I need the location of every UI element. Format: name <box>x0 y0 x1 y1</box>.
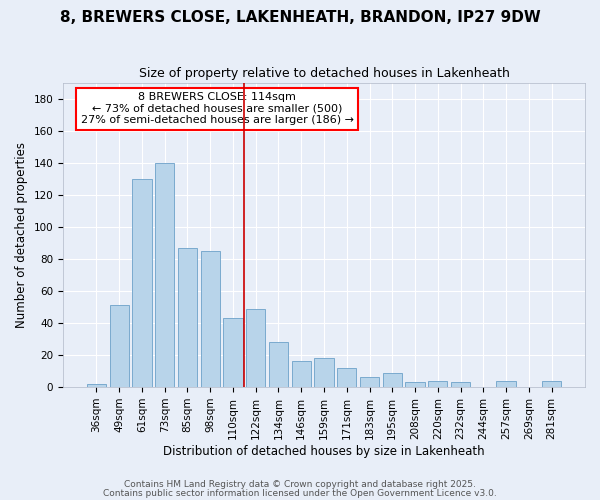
Bar <box>542 380 561 387</box>
Text: 8, BREWERS CLOSE, LAKENHEATH, BRANDON, IP27 9DW: 8, BREWERS CLOSE, LAKENHEATH, BRANDON, I… <box>59 10 541 25</box>
Title: Size of property relative to detached houses in Lakenheath: Size of property relative to detached ho… <box>139 68 509 80</box>
X-axis label: Distribution of detached houses by size in Lakenheath: Distribution of detached houses by size … <box>163 444 485 458</box>
Bar <box>451 382 470 387</box>
Bar <box>428 380 448 387</box>
Bar <box>314 358 334 387</box>
Bar <box>200 251 220 387</box>
Bar <box>337 368 356 387</box>
Bar <box>87 384 106 387</box>
Bar <box>178 248 197 387</box>
Text: Contains public sector information licensed under the Open Government Licence v3: Contains public sector information licen… <box>103 488 497 498</box>
Bar <box>110 306 129 387</box>
Bar <box>155 163 175 387</box>
Bar <box>246 308 265 387</box>
Bar <box>269 342 288 387</box>
Text: Contains HM Land Registry data © Crown copyright and database right 2025.: Contains HM Land Registry data © Crown c… <box>124 480 476 489</box>
Bar <box>132 179 152 387</box>
Bar <box>496 380 516 387</box>
Bar <box>383 372 402 387</box>
Y-axis label: Number of detached properties: Number of detached properties <box>15 142 28 328</box>
Text: 8 BREWERS CLOSE: 114sqm
← 73% of detached houses are smaller (500)
27% of semi-d: 8 BREWERS CLOSE: 114sqm ← 73% of detache… <box>80 92 353 126</box>
Bar <box>360 378 379 387</box>
Bar <box>292 362 311 387</box>
Bar <box>406 382 425 387</box>
Bar <box>223 318 242 387</box>
